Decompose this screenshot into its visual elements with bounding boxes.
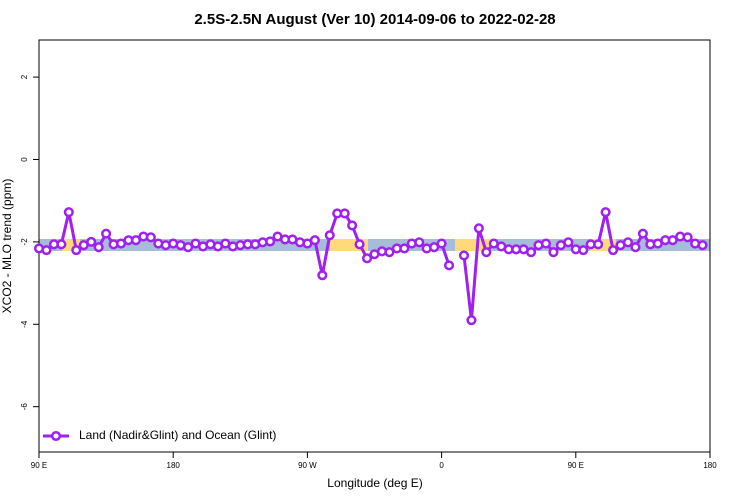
data-point bbox=[563, 237, 574, 248]
data-point bbox=[637, 228, 648, 239]
data-point bbox=[86, 236, 97, 247]
data-point bbox=[41, 245, 52, 256]
data-point bbox=[526, 247, 537, 258]
data-point bbox=[600, 207, 611, 218]
x-tick-label: 0 bbox=[439, 461, 444, 470]
data-point bbox=[317, 270, 328, 281]
data-point bbox=[444, 260, 455, 271]
data-point bbox=[481, 247, 492, 258]
y-tick-label: -6 bbox=[20, 403, 29, 411]
data-point bbox=[130, 235, 141, 246]
data-point bbox=[622, 237, 634, 248]
chart-title: 2.5S-2.5N August (Ver 10) 2014-09-06 to … bbox=[194, 11, 555, 28]
data-point bbox=[71, 245, 82, 256]
x-axis-label: Longitude (deg E) bbox=[327, 476, 422, 490]
data-point bbox=[578, 245, 589, 256]
data-point bbox=[354, 239, 365, 250]
y-axis-label: XCO2 - MLO trend (ppm) bbox=[0, 179, 14, 314]
y-tick-label: -2 bbox=[20, 238, 29, 246]
x-tick-label: 90 E bbox=[568, 461, 584, 470]
data-point bbox=[309, 235, 320, 246]
series-line bbox=[38, 210, 703, 322]
data-point bbox=[347, 220, 358, 231]
data-point bbox=[608, 245, 619, 256]
data-point bbox=[183, 242, 194, 253]
legend-label: Land (Nadir&Glint) and Ocean (Glint) bbox=[79, 428, 276, 442]
data-point bbox=[56, 239, 67, 250]
data-point bbox=[458, 250, 470, 261]
data-point bbox=[697, 240, 708, 251]
data-point bbox=[399, 243, 410, 254]
y-tick-label: 2 bbox=[20, 74, 29, 79]
data-point bbox=[593, 239, 604, 250]
data-point bbox=[436, 238, 447, 249]
data-point bbox=[473, 223, 484, 234]
data-point bbox=[339, 208, 350, 219]
data-point bbox=[667, 235, 678, 246]
data-point bbox=[682, 232, 693, 243]
x-tick-label: 180 bbox=[703, 461, 717, 470]
data-point bbox=[429, 242, 440, 253]
x-tick-label: 90 E bbox=[31, 461, 47, 470]
data-point bbox=[145, 232, 156, 243]
data-point bbox=[265, 236, 276, 247]
data-point bbox=[466, 315, 477, 326]
data-point bbox=[384, 247, 395, 258]
data-point bbox=[548, 247, 559, 258]
y-tick-label: 0 bbox=[20, 157, 29, 162]
data-point bbox=[414, 237, 425, 248]
data-point bbox=[361, 253, 373, 264]
data-point bbox=[63, 207, 74, 218]
y-tick-label: -4 bbox=[20, 320, 29, 328]
data-point bbox=[101, 228, 112, 239]
data-point bbox=[324, 230, 335, 241]
legend-marker bbox=[50, 430, 62, 442]
data-point bbox=[93, 242, 104, 253]
data-point bbox=[630, 242, 641, 253]
data-point bbox=[540, 238, 552, 249]
x-tick-label: 180 bbox=[167, 461, 181, 470]
x-tick-label: 90 W bbox=[298, 461, 317, 470]
